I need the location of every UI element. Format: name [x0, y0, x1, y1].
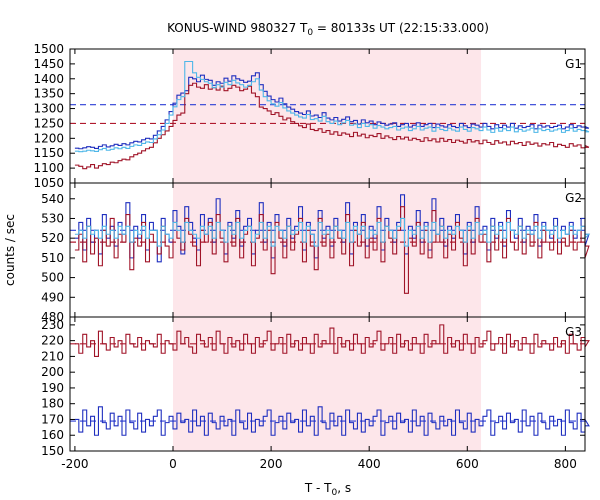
y-axis-title: counts / sec	[3, 214, 17, 286]
g1-y-tick-label: 1450	[33, 57, 64, 71]
g3-y-tick-label: 220	[41, 334, 64, 348]
g3-highlight-band	[173, 317, 482, 451]
g1-y-tick-label: 1150	[33, 146, 64, 160]
g2-y-tick-label: 530	[41, 211, 64, 225]
g2-y-tick-label: 510	[41, 251, 64, 265]
g2-y-tick-label: 500	[41, 271, 64, 285]
x-tick-label: 800	[554, 457, 577, 471]
g1-series-blue	[74, 72, 590, 150]
g2-panel-label: G2	[565, 191, 582, 205]
g2-series-light_blue	[74, 217, 591, 247]
g2-y-tick-label: 520	[41, 231, 64, 245]
g3-series-blue	[74, 406, 590, 436]
g1-panel-label: G1	[565, 57, 582, 71]
g3-series-red	[74, 324, 590, 357]
g3-y-tick-label: 170	[41, 412, 64, 426]
x-tick-label: 0	[169, 457, 177, 471]
g3-y-tick-label: 180	[41, 397, 64, 411]
chart-title: KONUS-WIND 980327 T0 = 80133s UT (22:15:…	[167, 21, 489, 38]
g1-y-tick-label: 1200	[33, 131, 64, 145]
plot-layer: 1050110011501200125013001350140014501500…	[33, 42, 591, 471]
g1-y-tick-label: 1400	[33, 72, 64, 86]
x-tick-label: 600	[456, 457, 479, 471]
g2-y-tick-label: 540	[41, 192, 64, 206]
g3-y-tick-label: 210	[41, 349, 64, 363]
x-axis-title: T - T0, s	[304, 481, 351, 498]
g1-series-red	[74, 82, 590, 170]
g1-y-tick-label: 1100	[33, 161, 64, 175]
g3-panel-label: G3	[565, 325, 582, 339]
g3-y-tick-label: 230	[41, 318, 64, 332]
x-tick-label: -200	[61, 457, 88, 471]
g1-series-light_blue	[74, 60, 590, 153]
x-tick-label: 400	[358, 457, 381, 471]
g3-y-tick-label: 150	[41, 444, 64, 458]
g1-y-tick-label: 1500	[33, 42, 64, 56]
g1-y-tick-label: 1300	[33, 102, 64, 116]
g1-highlight-band	[173, 49, 482, 183]
g2-y-tick-label: 490	[41, 290, 64, 304]
g2-highlight-band	[173, 183, 482, 317]
g1-y-tick-label: 1350	[33, 87, 64, 101]
g1-y-tick-label: 1050	[33, 176, 64, 190]
g3-y-tick-label: 200	[41, 365, 64, 379]
g3-y-tick-label: 190	[41, 381, 64, 395]
g1-y-tick-label: 1250	[33, 116, 64, 130]
g2-y-tick-label: 480	[41, 310, 64, 324]
x-tick-label: 200	[260, 457, 283, 471]
g3-frame	[69, 316, 586, 452]
g3-y-tick-label: 160	[41, 428, 64, 442]
